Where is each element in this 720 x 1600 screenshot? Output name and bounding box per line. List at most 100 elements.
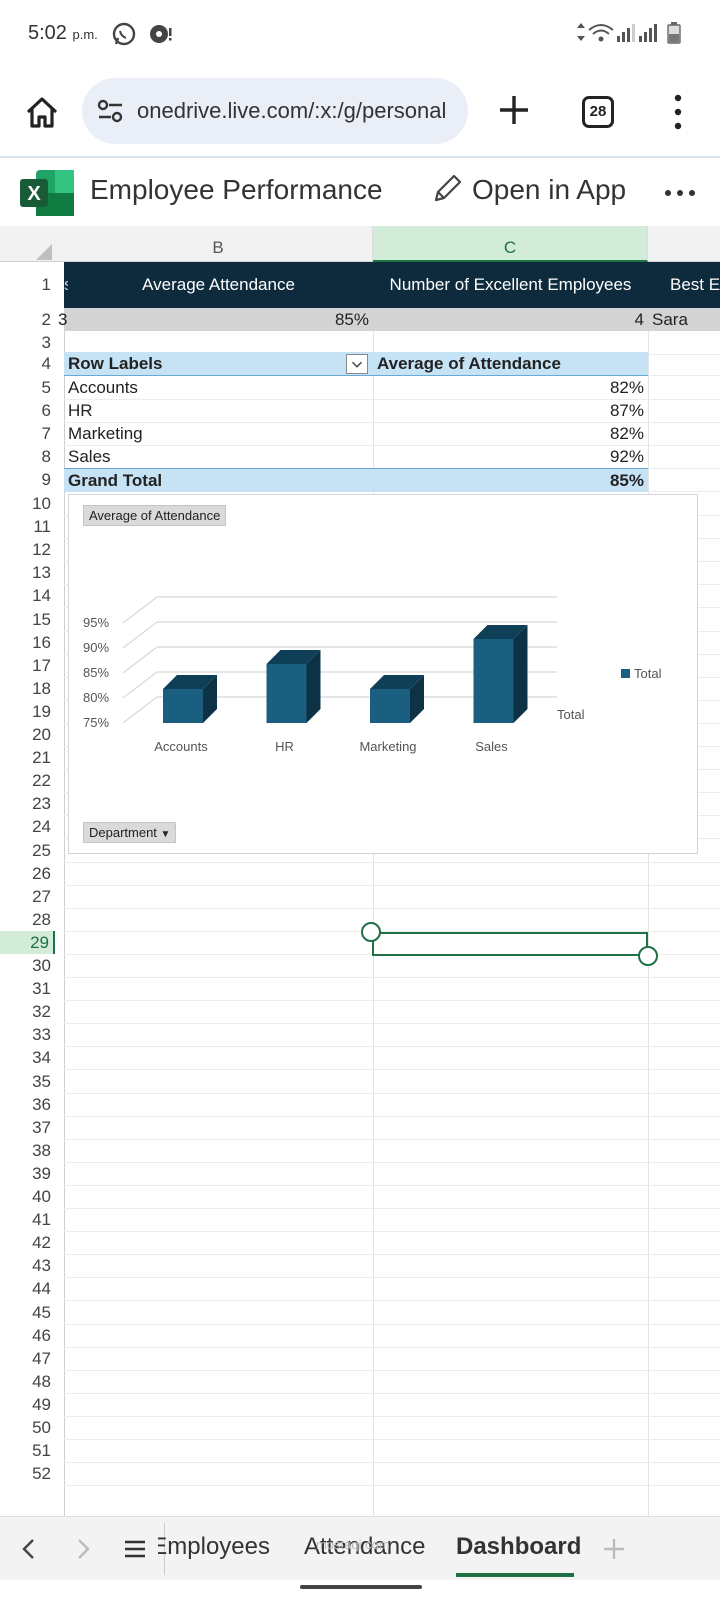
chevron-right-icon[interactable]	[72, 1535, 94, 1563]
row-header-13[interactable]: 13	[32, 563, 51, 583]
gesture-nav-handle[interactable]	[300, 1585, 422, 1589]
chevron-left-icon[interactable]	[18, 1535, 40, 1563]
row-header-32[interactable]: 32	[32, 1002, 51, 1022]
row-header-46[interactable]: 46	[32, 1325, 51, 1345]
row-header-35[interactable]: 35	[32, 1071, 51, 1091]
sheet-list-icon[interactable]	[122, 1535, 148, 1563]
row-header-5[interactable]: 5	[41, 378, 51, 397]
new-tab-icon[interactable]	[494, 90, 534, 130]
row-header-9[interactable]: 9	[41, 470, 51, 489]
row-header-4[interactable]: 4	[41, 354, 51, 373]
row-header-50[interactable]: 50	[32, 1418, 51, 1437]
open-in-app-label[interactable]: Open in App	[472, 174, 627, 205]
row-header-20[interactable]: 20	[32, 725, 51, 744]
pivot-filter-dropdown-icon[interactable]	[346, 354, 368, 374]
row-header-49[interactable]: 49	[32, 1394, 51, 1414]
url-text[interactable]: onedrive.live.com/:x:/g/personal	[137, 98, 447, 123]
tab-employees-label[interactable]: Employees	[158, 1533, 270, 1560]
pivot-row-value[interactable]: 92%	[609, 447, 644, 466]
column-b-header[interactable]: B	[64, 226, 373, 262]
row-header-47[interactable]: 47	[32, 1348, 51, 1368]
row-header-16[interactable]: 16	[32, 632, 51, 652]
pivot-row-value[interactable]: 82%	[609, 378, 644, 397]
pivot-row-label[interactable]: Accounts	[68, 378, 138, 397]
home-icon[interactable]	[22, 92, 62, 132]
row-header-18[interactable]: 18	[32, 678, 51, 698]
pivot-row-label[interactable]: Marketing	[68, 424, 143, 443]
row-header-51[interactable]: 51	[32, 1441, 51, 1461]
address-bar[interactable]: onedrive.live.com/:x:/g/personal	[82, 78, 468, 144]
pivot-row-value[interactable]: 82%	[609, 424, 644, 443]
row-header-42[interactable]: 42	[32, 1233, 51, 1253]
pivot-row-label[interactable]: Sales	[68, 447, 111, 466]
row-header-37[interactable]: 37	[32, 1117, 51, 1137]
row-header-44[interactable]: 44	[32, 1279, 51, 1299]
row-header-25[interactable]: 25	[32, 840, 51, 860]
row-header-7[interactable]: 7	[41, 424, 51, 443]
row-header-27[interactable]: 27	[32, 886, 51, 906]
row-header-12[interactable]: 12	[32, 540, 51, 560]
row-header-34[interactable]: 34	[32, 1048, 51, 1068]
row-header-3[interactable]: 3	[41, 333, 51, 352]
cell-a2-fragment[interactable]: 3	[58, 310, 68, 329]
row-header-1[interactable]: 1	[41, 275, 51, 294]
row-header-22[interactable]: 22	[32, 771, 51, 791]
row-header-21[interactable]: 21	[32, 748, 51, 768]
row-header-23[interactable]: 23	[32, 794, 51, 814]
tab-attendance[interactable]: Attendance	[304, 1533, 426, 1560]
pivot-grand-total-label[interactable]: Grand Total	[68, 471, 163, 490]
row-header-38[interactable]: 38	[32, 1140, 51, 1160]
selected-cell-c29[interactable]	[372, 932, 648, 956]
row-header-31[interactable]: 31	[32, 979, 51, 999]
spreadsheet-grid[interactable]: B C 1 2 3 4 5 6 7 8 9 10 11 12 13 14 15 16 17 18 19 20 21 22 2…	[0, 226, 720, 1516]
row-header-41[interactable]: 41	[32, 1210, 51, 1230]
site-settings-icon[interactable]	[96, 98, 126, 124]
row-header-26[interactable]: 26	[32, 863, 51, 883]
cell-c1[interactable]: Number of Excellent Employees	[389, 275, 632, 294]
row-header-52[interactable]: 52	[32, 1464, 51, 1484]
row-header-6[interactable]: 6	[41, 401, 51, 420]
row-header-40[interactable]: 40	[32, 1187, 51, 1206]
cell-d1[interactable]: Best E	[670, 275, 720, 294]
pivot-row-value[interactable]: 87%	[609, 401, 644, 420]
row-header-28[interactable]: 28	[32, 909, 51, 929]
column-c-header[interactable]: C	[373, 226, 648, 262]
row-header-29[interactable]: 29	[0, 930, 55, 955]
row-header-15[interactable]: 15	[32, 609, 51, 629]
row-header-30[interactable]: 30	[32, 956, 51, 975]
cell-b1[interactable]: Average Attendance	[142, 275, 295, 294]
pivot-row-label[interactable]: HR	[68, 401, 93, 420]
selection-handle-top-left[interactable]	[361, 922, 381, 942]
cell-b2[interactable]: 85%	[334, 310, 369, 329]
row-header-33[interactable]: 33	[32, 1025, 51, 1045]
row-header-45[interactable]: 45	[32, 1302, 51, 1322]
more-options-icon[interactable]	[664, 188, 696, 198]
tab-switcher-button[interactable]: 28	[582, 96, 614, 128]
pivot-row-labels-header[interactable]: Row Labels	[68, 354, 163, 373]
tab-dashboard[interactable]: Dashboard	[456, 1533, 582, 1560]
chart-value-field-button[interactable]: Average of Attendance	[83, 505, 227, 526]
department-filter-button[interactable]: Department ▼	[83, 822, 177, 843]
row-header-2[interactable]: 2	[41, 310, 51, 329]
pivot-chart[interactable]: Average of Attendance 95% 90% 85% 80% 75% Acc…	[68, 494, 698, 854]
row-header-17[interactable]: 17	[32, 655, 51, 675]
row-header-24[interactable]: 24	[32, 817, 51, 837]
row-header-39[interactable]: 39	[32, 1163, 51, 1183]
row-header-43[interactable]: 43	[32, 1256, 51, 1276]
add-sheet-icon[interactable]	[602, 1535, 626, 1563]
select-all-corner[interactable]	[0, 226, 55, 262]
tab-employees[interactable]: Employees	[158, 1533, 270, 1561]
row-header-48[interactable]: 48	[32, 1371, 51, 1391]
row-header-8[interactable]: 8	[41, 447, 51, 466]
pivot-value-header[interactable]: Average of Attendance	[377, 354, 561, 373]
row-header-19[interactable]: 19	[32, 701, 51, 721]
cell-c2[interactable]: 4	[634, 310, 644, 329]
cell-d2[interactable]: Sara	[652, 310, 688, 329]
overflow-menu-icon[interactable]	[668, 92, 688, 132]
pivot-grand-total-value[interactable]: 85%	[609, 471, 644, 490]
row-header-11[interactable]: 11	[33, 517, 51, 537]
row-header-10[interactable]: 10	[32, 494, 51, 513]
row-header-14[interactable]: 14	[32, 586, 51, 606]
cell-a1-fragment[interactable]: s	[64, 262, 68, 308]
selection-handle-bottom-right[interactable]	[638, 946, 658, 966]
